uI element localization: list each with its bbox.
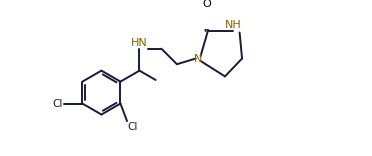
Text: N: N [194,54,202,63]
Text: Cl: Cl [128,122,138,132]
Text: O: O [203,0,211,9]
Text: NH: NH [225,20,241,30]
Text: HN: HN [131,38,148,48]
Text: Cl: Cl [52,99,63,109]
